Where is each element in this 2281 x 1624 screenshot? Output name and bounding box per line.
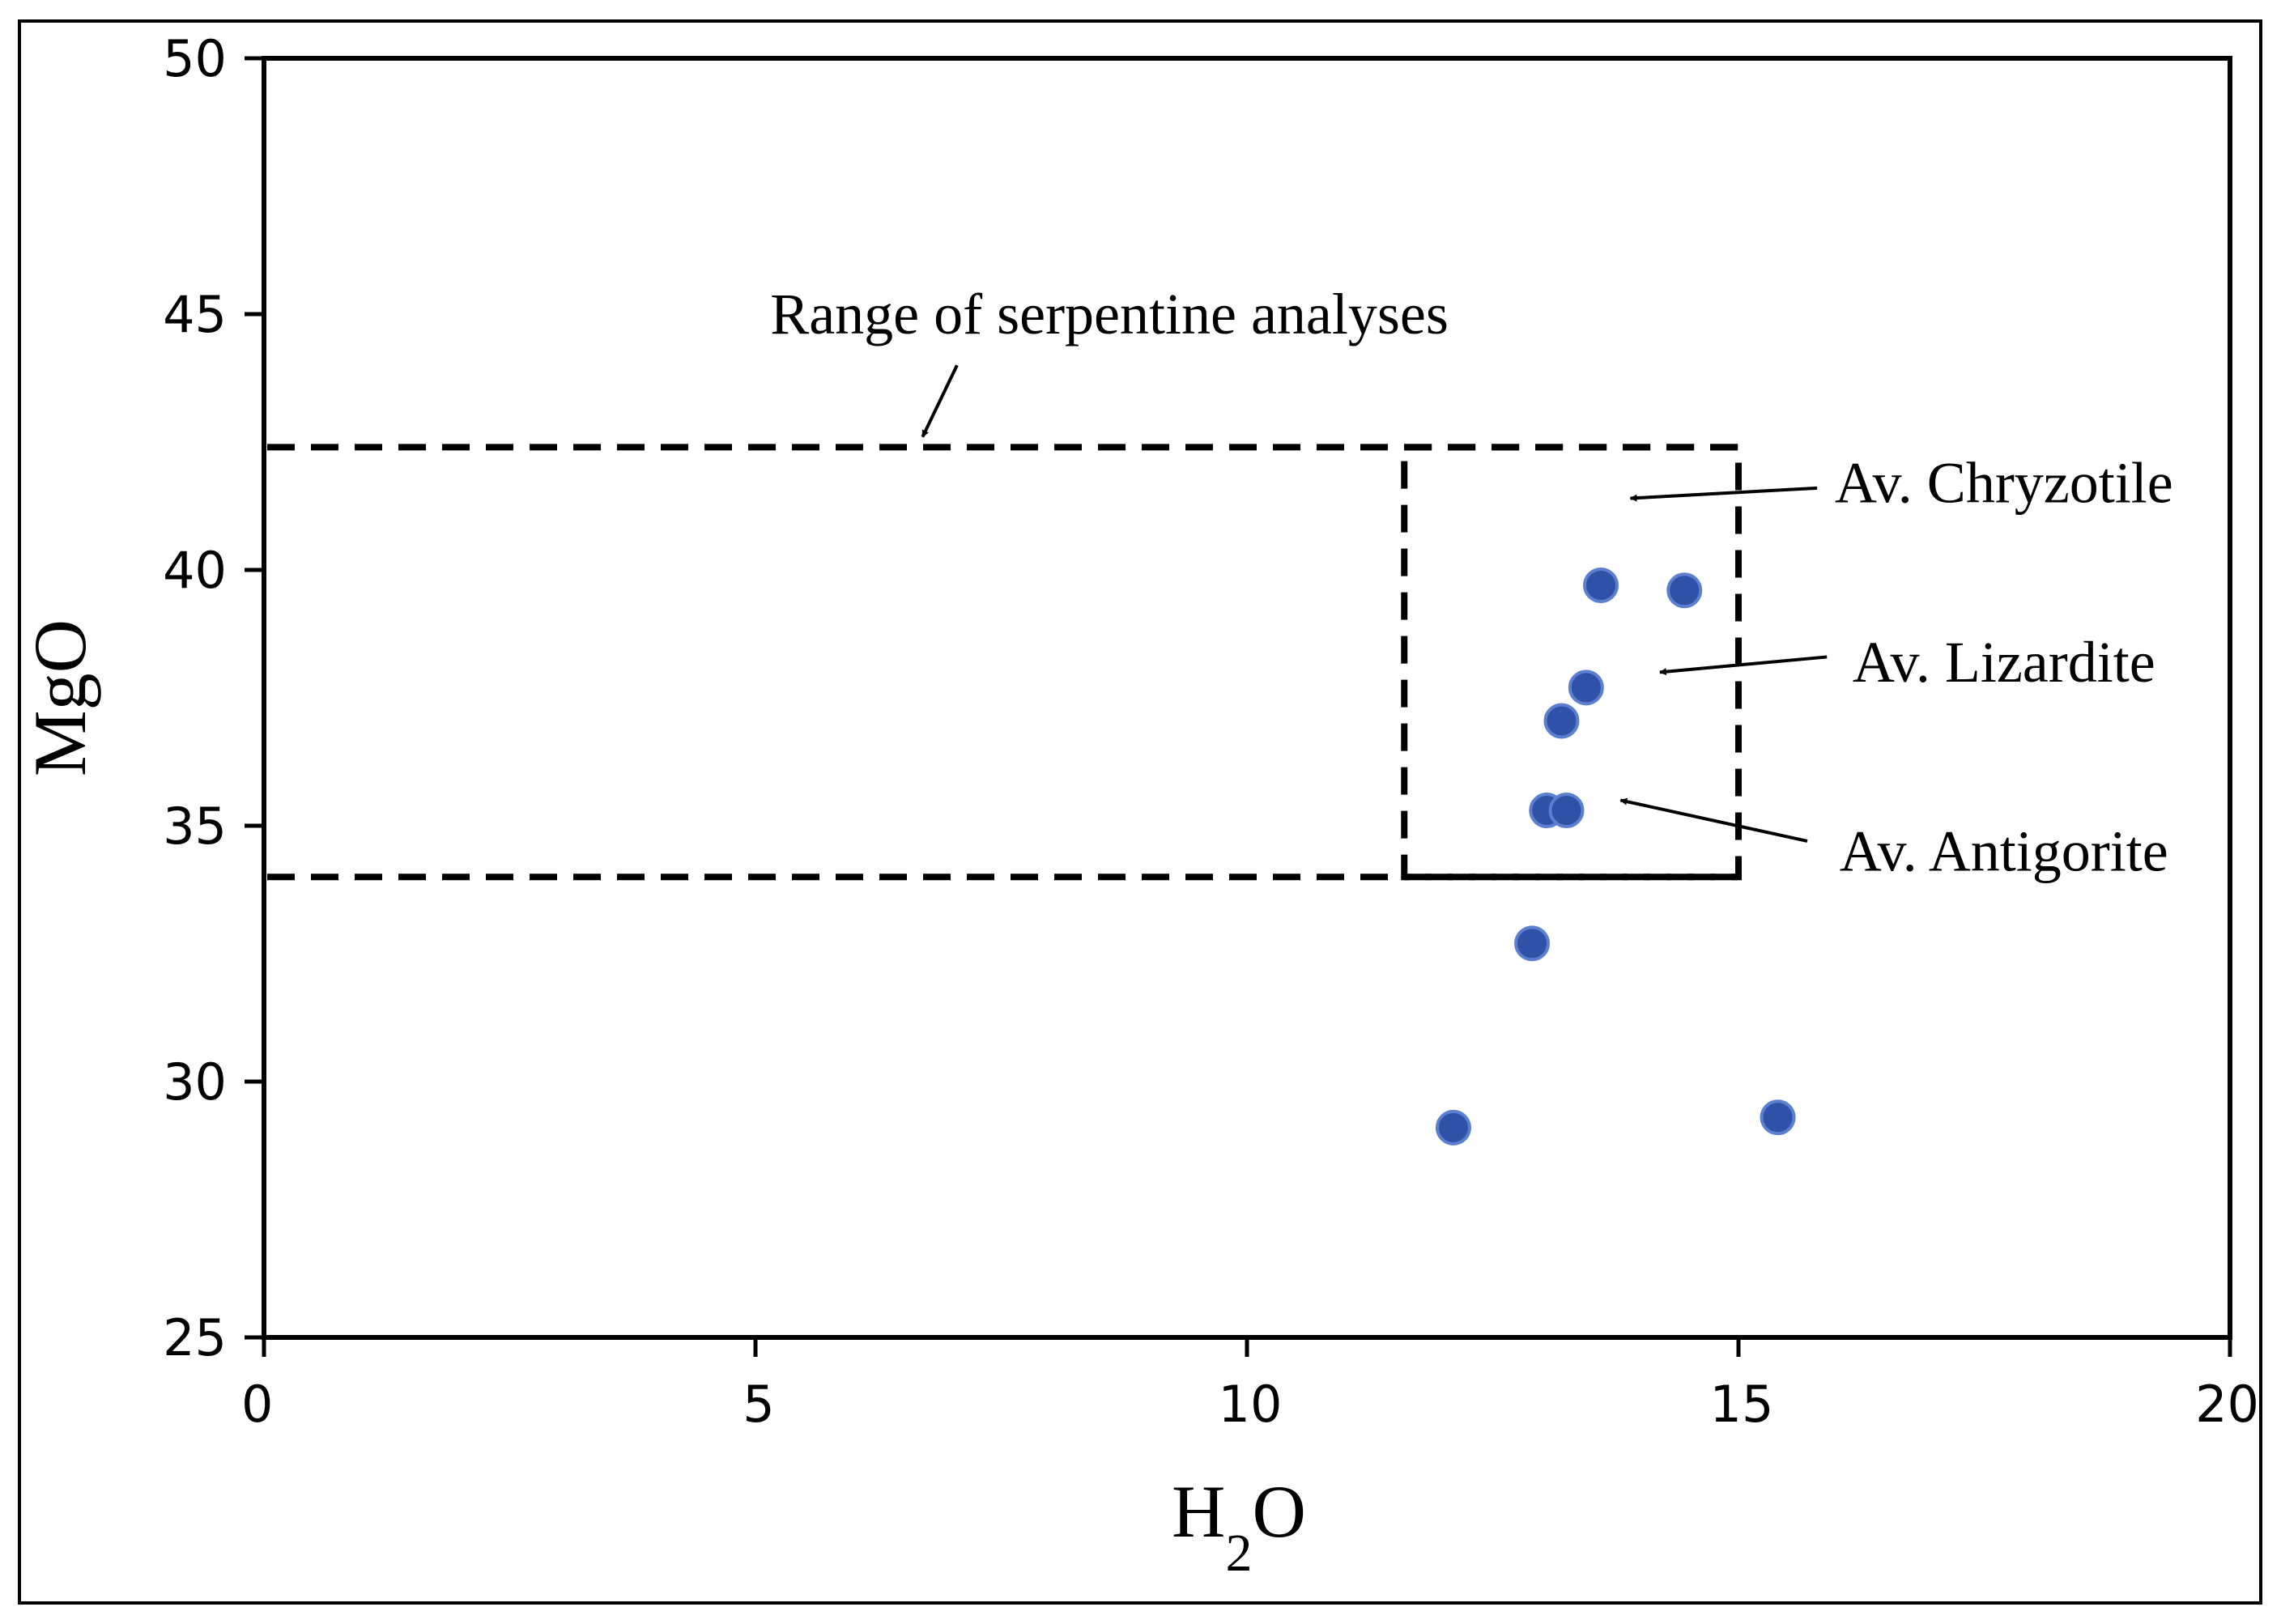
x-axis-ticks: 0 5 10 15 20 (241, 1337, 2259, 1434)
y-tick-label: 50 (163, 29, 227, 88)
y-axis-ticks: 25 30 35 40 45 50 (163, 29, 264, 1367)
data-point (1435, 1109, 1471, 1146)
y-tick-label: 45 (163, 285, 227, 344)
x-tick-label: 0 (241, 1375, 273, 1434)
data-points (1435, 567, 1796, 1146)
data-point (1760, 1099, 1796, 1136)
x-tick-label: 20 (2195, 1375, 2259, 1434)
y-tick-label: 25 (163, 1308, 227, 1367)
x-axis-title-subscript: 2 (1226, 1524, 1253, 1583)
av-chryzotile-arrow (1629, 486, 1818, 502)
x-axis-title: H2O (1172, 1470, 1306, 1583)
av-chryzotile-label: Av. Chryzotile (1835, 451, 2173, 516)
data-point (1543, 703, 1580, 739)
y-tick-label: 40 (163, 541, 227, 600)
y-tick-label: 35 (163, 797, 227, 856)
x-axis-title-o: O (1253, 1470, 1306, 1553)
av-antigorite-arrow (1619, 797, 1808, 843)
y-tick-label: 30 (163, 1052, 227, 1112)
range-of-serpentine-analyses-label: Range of serpentine analyses (770, 282, 1449, 346)
data-point (1514, 925, 1551, 962)
range-of-serpentine-analyses-arrow (921, 364, 959, 438)
annotations: Range of serpentine analyses Av. Chryzoti… (770, 282, 2173, 884)
x-tick-label: 15 (1710, 1375, 1774, 1434)
av-lizardite-arrow (1658, 655, 1828, 676)
x-axis-title-h: H (1172, 1470, 1225, 1553)
data-point (1666, 572, 1703, 609)
serpentine-minerals-box (1401, 444, 1742, 881)
av-antigorite-label: Av. Antigorite (1840, 819, 2168, 884)
x-tick-label: 10 (1219, 1375, 1283, 1434)
data-point (1548, 793, 1585, 829)
data-point (1583, 567, 1619, 603)
x-tick-label: 5 (743, 1375, 774, 1434)
data-point (1568, 670, 1604, 706)
range-boxes (267, 444, 1742, 881)
figure-border (18, 19, 2262, 1605)
av-lizardite-label: Av. Lizardite (1853, 630, 2155, 695)
y-axis-title: MgO (19, 619, 101, 776)
